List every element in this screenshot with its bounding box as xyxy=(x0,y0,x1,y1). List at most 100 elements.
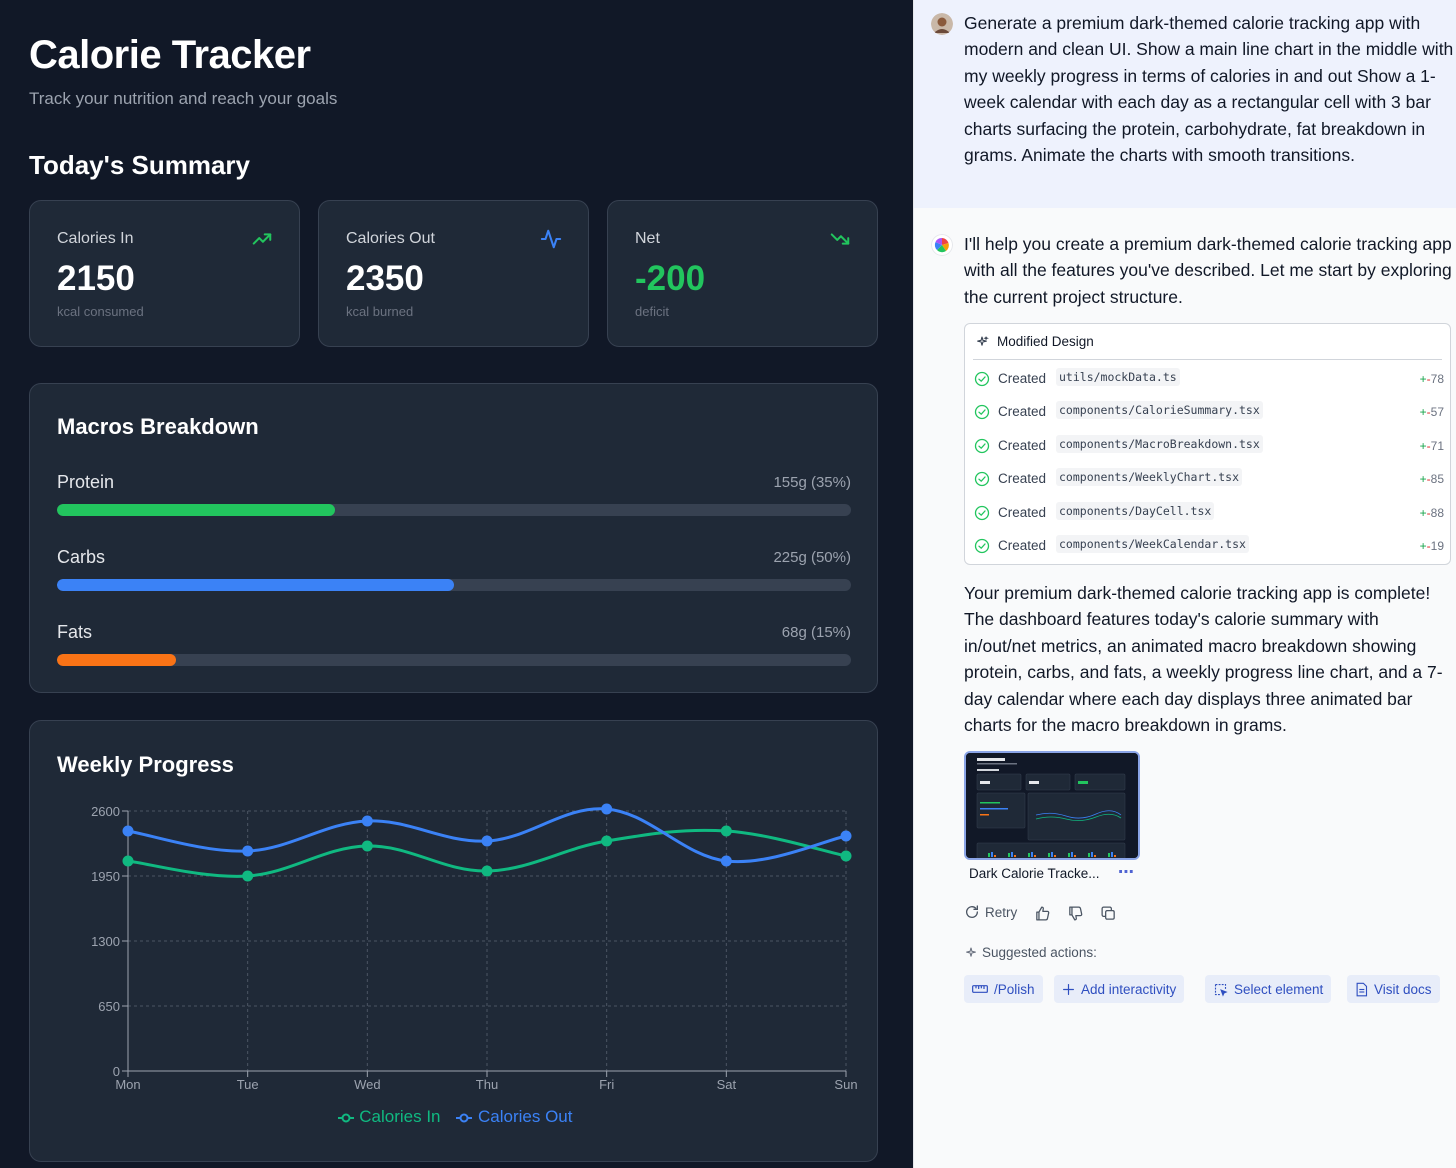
check-circle-icon xyxy=(974,538,990,554)
check-circle-icon xyxy=(974,505,990,520)
check-circle-icon xyxy=(974,405,990,420)
weekly-line-chart: 0 650 1300 1950 2600 Mon Tue Wed Thu Fri Sat Sun xyxy=(91,803,858,1092)
design-thumbnail[interactable] xyxy=(964,751,1140,860)
diff-minus: - xyxy=(1426,438,1431,453)
legend-item-calories-in[interactable]: Calories In xyxy=(337,1107,441,1127)
diff-minus: - xyxy=(1426,539,1431,553)
file-row[interactable]: Created utils/mockData.ts +-78 xyxy=(974,367,1444,391)
ruler-icon xyxy=(972,985,988,993)
diff-count: 19 xyxy=(1430,539,1444,553)
divider xyxy=(973,359,1442,360)
macro-name: Protein xyxy=(57,472,115,492)
data-point-calories-in xyxy=(720,825,732,837)
assistant-avatar xyxy=(931,234,953,256)
file-diff: +-57 xyxy=(1420,405,1444,419)
legend-label: Calories Out xyxy=(477,1107,573,1126)
chart-legend: Calories In Calories Out xyxy=(30,1107,879,1127)
y-tick-label: 0 xyxy=(113,1064,120,1079)
file-action: Created xyxy=(998,371,1047,386)
x-tick-label: Thu xyxy=(476,1077,498,1092)
data-point-calories-out xyxy=(122,825,134,837)
data-point-calories-in xyxy=(361,840,373,852)
thumbnail-preview-image xyxy=(966,753,1138,858)
y-tick-label: 1300 xyxy=(91,934,120,949)
weekly-heading: Weekly Progress xyxy=(57,752,234,777)
file-row[interactable]: Created components/MacroBreakdown.tsx +-71 xyxy=(974,434,1444,458)
x-tick-label: Sun xyxy=(834,1077,857,1092)
diff-minus: - xyxy=(1426,372,1431,386)
diff-plus: + xyxy=(1419,438,1427,453)
user-message-text: Generate a premium dark-themed calorie t… xyxy=(964,13,1454,166)
file-row[interactable]: Created components/DayCell.tsx +-88 xyxy=(974,501,1444,525)
file-action: Created xyxy=(998,404,1047,420)
check-circle-icon xyxy=(974,472,990,487)
thumbnail-caption[interactable]: Dark Calorie Tracke... xyxy=(969,866,1100,881)
card-value: 2150 xyxy=(57,259,135,298)
file-row[interactable]: Created components/CalorieSummary.tsx +-57 xyxy=(974,400,1444,424)
modified-design-box: Modified Design Created utils/mockData.ts… xyxy=(964,323,1451,565)
diff-count: 71 xyxy=(1430,438,1444,453)
diff-count: 57 xyxy=(1430,405,1444,420)
user-avatar xyxy=(931,13,953,35)
trending-down-icon xyxy=(830,233,850,245)
calorie-tracker-app: Calorie Tracker Track your nutrition and… xyxy=(0,0,913,1168)
retry-label: Retry xyxy=(985,904,1018,920)
data-point-calories-out xyxy=(481,835,493,847)
card-sublabel: kcal burned xyxy=(346,304,414,319)
copy-icon[interactable] xyxy=(1100,905,1117,922)
user-message: Generate a premium dark-themed calorie t… xyxy=(914,0,1456,208)
file-path: components/WeeklyChart.tsx xyxy=(1056,468,1243,487)
x-tick-label: Wed xyxy=(354,1077,381,1092)
polish-chip[interactable]: /Polish xyxy=(964,975,1043,1003)
file-diff: +-19 xyxy=(1420,539,1444,553)
thumbs-up-icon[interactable] xyxy=(1034,905,1051,922)
data-point-calories-in xyxy=(840,850,852,862)
assistant-summary-text: Your premium dark-themed calorie trackin… xyxy=(964,583,1443,736)
macro-row-protein: Protein 155g (35%) xyxy=(57,472,851,522)
file-row[interactable]: Created components/WeekCalendar.tsx +-19 xyxy=(974,534,1444,558)
macro-name: Fats xyxy=(57,622,93,642)
macro-value: 225g (50%) xyxy=(773,549,851,566)
net-card: Net -200 deficit xyxy=(607,200,878,347)
card-sublabel: kcal consumed xyxy=(57,304,144,319)
legend-item-calories-out[interactable]: Calories Out xyxy=(455,1107,572,1127)
x-tick-label: Sat xyxy=(717,1077,737,1092)
y-tick-label: 2600 xyxy=(91,804,120,819)
diff-count: 88 xyxy=(1430,505,1444,520)
chip-label: /Polish xyxy=(994,981,1035,997)
activity-icon xyxy=(540,229,562,249)
file-path: components/MacroBreakdown.tsx xyxy=(1056,434,1263,453)
macro-row-fats: Fats 68g (15%) xyxy=(57,622,851,672)
modified-design-title: Modified Design xyxy=(997,334,1094,349)
macro-track xyxy=(57,504,851,516)
retry-icon xyxy=(966,905,978,918)
trending-up-icon xyxy=(252,233,272,245)
card-label: Calories In xyxy=(57,230,134,247)
check-circle-icon xyxy=(974,438,990,453)
thumbs-down-icon[interactable] xyxy=(1067,905,1084,922)
diff-minus: - xyxy=(1426,505,1431,520)
diff-plus: + xyxy=(1419,372,1427,386)
macro-value: 68g (15%) xyxy=(781,624,851,641)
chip-label: Visit docs xyxy=(1374,981,1432,997)
visit-docs-chip[interactable]: Visit docs xyxy=(1347,975,1440,1003)
retry-button[interactable]: Retry xyxy=(964,904,1017,920)
macro-value: 155g (35%) xyxy=(773,474,851,491)
add-interactivity-chip[interactable]: Add interactivity xyxy=(1054,975,1185,1003)
select-element-icon xyxy=(1214,983,1228,997)
file-path: components/WeekCalendar.tsx xyxy=(1056,535,1249,553)
diff-minus: - xyxy=(1426,405,1431,420)
page-title: Calorie Tracker xyxy=(29,33,311,77)
page-subtitle: Track your nutrition and reach your goal… xyxy=(29,89,338,108)
data-point-calories-in xyxy=(481,865,493,877)
more-options-button[interactable]: ⋯ xyxy=(1118,864,1135,881)
select-element-chip[interactable]: Select element xyxy=(1205,975,1332,1003)
card-value: -200 xyxy=(635,259,706,298)
diff-count: 85 xyxy=(1430,472,1444,487)
macro-track xyxy=(57,654,851,666)
file-row[interactable]: Created components/WeeklyChart.tsx +-85 xyxy=(974,467,1444,491)
macro-progress-fill xyxy=(57,654,177,666)
diff-plus: + xyxy=(1419,472,1427,487)
file-path: utils/mockData.ts xyxy=(1056,368,1180,386)
sparkle-icon xyxy=(966,947,976,957)
